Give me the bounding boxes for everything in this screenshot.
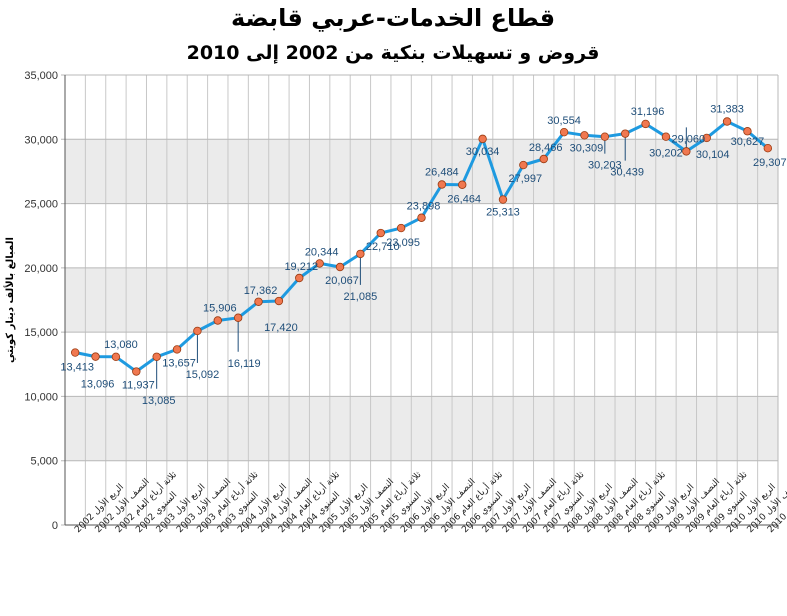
- data-marker: [172, 345, 182, 354]
- plot-band: [65, 460, 778, 525]
- data-marker: [356, 249, 365, 259]
- data-label: 30,202: [649, 148, 683, 160]
- y-tick-label: 0: [52, 520, 58, 532]
- data-marker: [417, 213, 426, 222]
- data-label: 13,080: [104, 339, 138, 351]
- data-marker: [641, 119, 650, 129]
- data-marker: [519, 160, 528, 170]
- data-marker: [682, 147, 691, 156]
- data-label: 13,657: [162, 357, 196, 369]
- y-tick-label: 10,000: [24, 391, 58, 403]
- data-label: 13,096: [81, 379, 115, 391]
- data-label: 30,104: [696, 149, 730, 161]
- data-marker: [254, 297, 263, 306]
- data-label: 22,710: [366, 241, 400, 253]
- data-marker: [295, 273, 304, 283]
- data-label: 19,212: [284, 261, 318, 273]
- data-marker: [437, 180, 447, 189]
- plot-band: [65, 203, 778, 268]
- plot-band: [65, 267, 778, 333]
- plot-band: [65, 396, 778, 461]
- data-marker: [763, 143, 773, 153]
- data-label: 30,554: [547, 115, 581, 127]
- data-marker: [132, 367, 141, 376]
- data-label: 21,085: [344, 291, 378, 303]
- data-label: 31,383: [710, 104, 744, 116]
- chart-subtitle: قروض و تسهيلات بنكية من 2002 إلى 2010: [187, 42, 600, 64]
- data-labels: 13,413 13,096 13,080 11,937 13,085 13,65715,0…: [60, 104, 786, 407]
- data-marker: [70, 348, 80, 357]
- data-marker: [152, 352, 161, 361]
- data-label: 20,344: [305, 246, 339, 258]
- data-label: 30,309: [570, 142, 604, 154]
- plot-bands: [65, 75, 778, 525]
- data-label: 11,937: [122, 380, 155, 392]
- data-marker: [274, 296, 284, 306]
- data-marker: [478, 134, 487, 144]
- data-marker: [722, 117, 732, 126]
- data-marker: [743, 127, 752, 136]
- y-tick-label: 5,000: [30, 456, 58, 468]
- data-marker: [91, 352, 100, 361]
- data-label: 30,203: [588, 160, 622, 172]
- data-label: 20,067: [325, 275, 359, 287]
- data-label: 29,060: [672, 133, 706, 145]
- data-label: 26,464: [447, 194, 481, 206]
- data-markers: [70, 117, 773, 376]
- vertical-gridlines: [64, 75, 779, 525]
- data-label: 23,898: [407, 201, 441, 213]
- y-tick-label: 35,000: [24, 70, 58, 82]
- data-marker: [315, 259, 324, 268]
- axes: [64, 75, 779, 526]
- y-tick-labels: 0 5,000 10,000 15,000 20,000 25,000 30,000 35,0…: [24, 70, 58, 532]
- data-label: 23,095: [386, 237, 420, 249]
- data-label: 15,092: [186, 369, 220, 381]
- data-marker: [600, 132, 610, 141]
- data-label: 31,196: [631, 106, 665, 118]
- data-marker: [661, 132, 671, 141]
- data-marker: [193, 326, 202, 336]
- y-tick-label: 15,000: [24, 327, 58, 339]
- data-marker: [702, 133, 711, 143]
- y-tick-label: 25,000: [24, 199, 58, 211]
- data-marker: [213, 316, 222, 325]
- y-tick-label: 30,000: [24, 134, 58, 146]
- data-label: 30,034: [466, 146, 500, 158]
- data-marker: [458, 180, 467, 189]
- data-marker: [335, 262, 345, 272]
- data-label: 30,627: [731, 136, 765, 148]
- data-label: 27,997: [509, 173, 543, 185]
- plot-band: [65, 139, 778, 204]
- data-label: 13,085: [142, 395, 176, 407]
- data-label: 17,362: [244, 285, 278, 297]
- data-marker: [559, 127, 569, 137]
- data-label: 26,484: [425, 166, 459, 178]
- data-label: 15,906: [203, 302, 237, 314]
- data-marker: [621, 129, 630, 138]
- data-marker: [580, 131, 589, 140]
- chart-title: قطاع الخدمات-عربي قابضة: [231, 4, 555, 32]
- data-label: 13,413: [60, 362, 94, 374]
- plot-band: [65, 75, 778, 140]
- data-label: 16,119: [228, 358, 261, 370]
- data-marker: [539, 154, 548, 164]
- data-label: 28,466: [529, 142, 563, 154]
- data-label: 25,313: [486, 207, 520, 219]
- data-label: 17,420: [264, 322, 298, 334]
- y-tick-label: 20,000: [24, 263, 58, 275]
- data-marker: [111, 352, 121, 362]
- label-leaders: [156, 127, 687, 389]
- y-axis-label: المبالغ بالألف دينار كويتي: [3, 237, 16, 363]
- data-label: 30,439: [610, 167, 644, 179]
- data-label: 29,307: [753, 157, 787, 169]
- data-marker: [233, 313, 243, 322]
- data-marker: [396, 223, 406, 233]
- data-marker: [498, 195, 508, 204]
- data-marker: [376, 228, 385, 238]
